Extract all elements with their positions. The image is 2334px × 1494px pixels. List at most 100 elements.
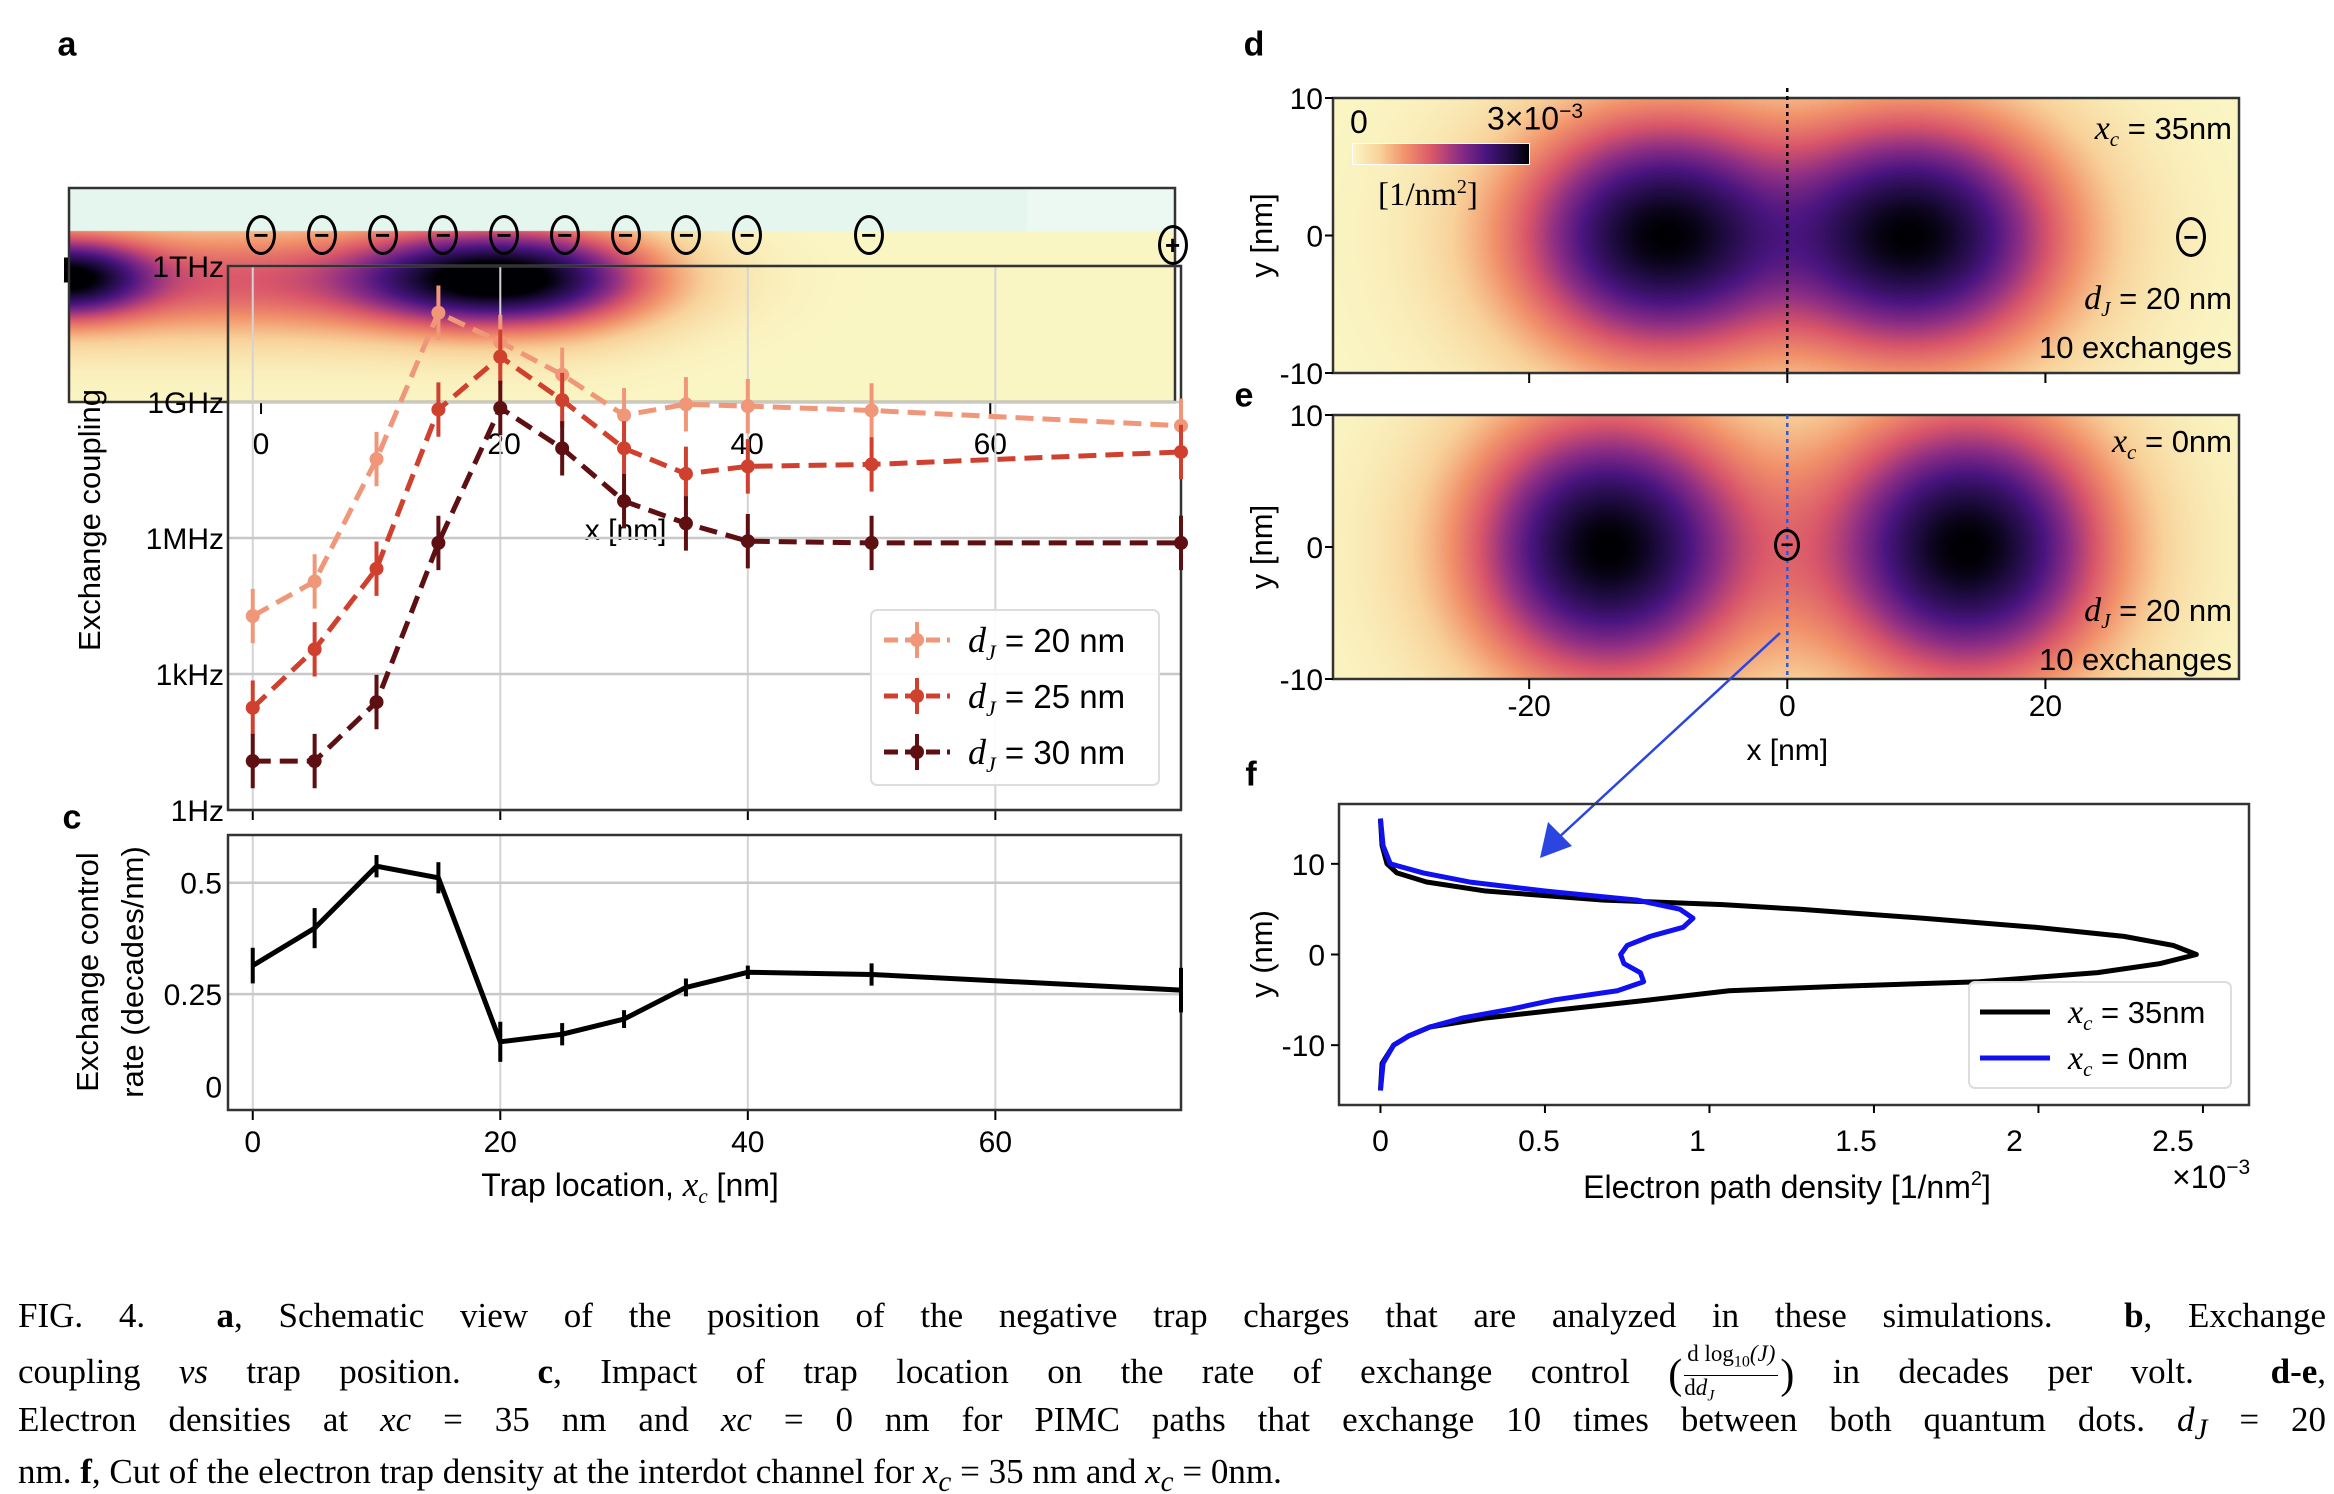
negative-trap-charge-icon: −: [853, 215, 884, 255]
caption-math-sub: c: [1160, 1466, 1174, 1494]
data-point: [307, 754, 322, 769]
caption-text: trap position.: [208, 1352, 461, 1392]
data-point: [1174, 444, 1188, 459]
caption-fraction: d log10(J) ddJ: [1684, 1341, 1779, 1408]
legend-label: xc = 0nm: [2067, 1040, 2188, 1081]
caption-text: Electron densities at: [18, 1400, 381, 1439]
legend-marker: [910, 633, 924, 647]
data-point: [555, 393, 570, 408]
panel-b-series-0: [245, 285, 1188, 644]
panel-a-xtick-label: 0: [253, 428, 270, 461]
dj-subscript: J: [2101, 297, 2111, 322]
fraction-denominator-sub: J: [1707, 1387, 1715, 1405]
caption-label-de: d-e: [2270, 1352, 2318, 1392]
panel-label-c: c: [62, 798, 82, 837]
panel-f-xtick-label: 1: [1689, 1125, 1706, 1158]
panel-e-trap-charge-icon: −: [1774, 529, 1800, 561]
data-point: [864, 457, 879, 472]
data-point: [678, 516, 693, 531]
colorbar-unit-close: ]: [1466, 177, 1478, 213]
panel-f-xtick-label: 2.5: [2152, 1125, 2194, 1158]
negative-trap-charge-icon: −: [367, 215, 398, 255]
data-point: [555, 441, 570, 456]
caption-math: x: [1145, 1452, 1161, 1491]
legend-subscript: c: [2083, 1011, 2093, 1035]
colorbar-max-label: 3×10−3: [1487, 100, 1583, 138]
caption-text: in decades per volt.: [1794, 1352, 2194, 1392]
panel-c-ytick-label: 0.25: [164, 979, 222, 1012]
caption-text: = 20: [2207, 1400, 2327, 1439]
data-point: [678, 466, 693, 481]
panel-b-ytick-label: 1MHz: [146, 523, 224, 556]
legend-symbol: d: [968, 732, 987, 772]
panel-label-d: d: [1243, 25, 1265, 64]
legend-subscript: c: [2083, 1057, 2093, 1081]
panel-a-xtick-label: 60: [974, 428, 1007, 461]
data-point: [431, 535, 446, 550]
panel-e-xtick-label: -20: [1507, 690, 1550, 723]
xc-subscript: c: [2109, 127, 2120, 152]
fraction-arg: (J): [1749, 1341, 1776, 1366]
negative-trap-charge-icon: −: [306, 215, 337, 255]
panel-c-xtick-label: 60: [979, 1126, 1012, 1159]
panel-e-xlabel: x [nm]: [1746, 734, 1828, 767]
panel-b-ytick-label: 1Hz: [171, 795, 224, 828]
xc-symbol: x: [2111, 423, 2128, 460]
data-point: [740, 459, 755, 474]
legend-value: = 25 nm: [996, 678, 1125, 715]
positive-charge-icon: +: [1157, 225, 1188, 265]
panel-e-xc-annotation: xc = 0nm: [2112, 423, 2232, 465]
legend-marker: [910, 745, 924, 759]
caption-math: xc: [380, 1400, 412, 1439]
data-point: [493, 400, 508, 415]
panel-a-xtick-label: 20: [487, 428, 520, 461]
data-point: [740, 399, 755, 414]
panel-e-ytick-label: -10: [1280, 664, 1323, 697]
legend-subscript: J: [986, 696, 997, 721]
legend-symbol: d: [968, 620, 987, 660]
panel-c-ylabel-line: rate (decades/nm): [115, 846, 150, 1098]
panel-d-xc-annotation: xc = 35nm: [2095, 110, 2232, 152]
panel-f-xtick-label: 2: [2006, 1125, 2023, 1158]
xc-subscript: c: [2127, 440, 2137, 465]
xlabel-sup: 2: [1971, 1168, 1982, 1190]
colorbar-min-label: 0: [1350, 104, 1368, 140]
panel-d-exchanges: 10 exchanges: [2038, 330, 2232, 365]
negative-trap-charge-icon: −: [489, 215, 520, 255]
colorbar-unit-text: [1/nm: [1378, 177, 1457, 213]
legend-symbol: d: [968, 676, 987, 716]
panel-e-xtick-label: 20: [2029, 690, 2062, 723]
panel-f-ytick-label: 0: [1308, 940, 1325, 973]
legend-value: = 30 nm: [996, 734, 1125, 771]
caption-text: ,: [2317, 1352, 2327, 1392]
legend-box: [870, 609, 1160, 786]
panel-d-ytick-label: 10: [1290, 83, 1323, 116]
data-point: [1174, 535, 1188, 550]
data-point: [431, 402, 446, 417]
data-point: [307, 642, 322, 657]
legend-label: xc = 35nm: [2067, 994, 2205, 1035]
panel-d-ytick-label: 0: [1306, 221, 1323, 254]
data-point: [493, 349, 508, 364]
data-point: [617, 408, 632, 423]
panel-d-ytick-label: -10: [1280, 358, 1323, 391]
panel-e-xtick-label: 0: [1779, 690, 1796, 723]
panel-label-e: e: [1234, 376, 1254, 415]
panel-f-xtick-label: 0: [1372, 1125, 1389, 1158]
panel-e-ytick-label: 10: [1290, 400, 1323, 433]
data-point: [740, 534, 755, 549]
data-point: [617, 494, 632, 509]
data-point: [864, 535, 879, 550]
panel-e-dj-annotation: dJ = 20 nm: [2084, 592, 2232, 634]
caption-text: , Cut of the electron trap density at th…: [91, 1452, 923, 1491]
legend-value: = 35nm: [2092, 995, 2205, 1030]
panel-f-xtick-label: 0.5: [1518, 1125, 1560, 1158]
cut-arrow-head-icon: [1540, 822, 1572, 858]
data-point: [864, 403, 879, 418]
panel-d-ylabel: y [nm]: [1244, 193, 1279, 277]
data-point: [617, 441, 632, 456]
caption-vs: vs: [178, 1352, 209, 1392]
legend-symbol: x: [2067, 994, 2083, 1031]
